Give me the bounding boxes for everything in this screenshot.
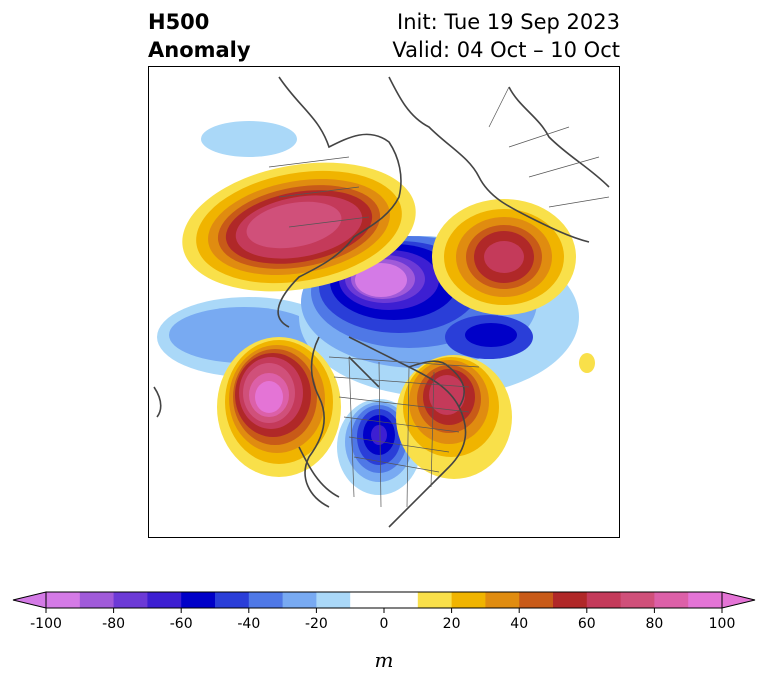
init-date-label: Init: Tue 19 Sep 2023 xyxy=(397,10,620,34)
colorbar-segment xyxy=(654,592,689,608)
colorbar-tick-label: -80 xyxy=(102,616,125,632)
anomaly-map xyxy=(148,66,620,538)
colorbar-segment xyxy=(417,592,453,608)
colorbar: -100 -80 -60 -40 -20 0 20 40 60 80 100 m xyxy=(12,591,756,672)
colorbar-tick-label: -60 xyxy=(170,616,193,632)
positive-anomaly-atlantic xyxy=(396,355,512,479)
negative-anomaly-north-america xyxy=(337,399,421,495)
colorbar-segment xyxy=(181,592,216,608)
colorbar-segment xyxy=(147,592,182,608)
positive-anomaly-pacific xyxy=(217,337,341,477)
title-anomaly: Anomaly xyxy=(148,38,251,62)
coastlines xyxy=(153,76,610,528)
colorbar-segment xyxy=(451,592,486,608)
colorbar-extend-high xyxy=(721,591,756,609)
colorbar-segments xyxy=(46,592,723,608)
colorbar-tick-label: -100 xyxy=(30,616,62,632)
colorbar-segment xyxy=(46,592,81,608)
colorbar-segment xyxy=(316,592,351,608)
negative-anomaly-top-left xyxy=(201,121,297,157)
colorbar-tick-label: -20 xyxy=(305,616,328,632)
colorbar-ticks: -100 -80 -60 -40 -20 0 20 40 60 80 100 xyxy=(30,608,735,632)
colorbar-segment xyxy=(620,592,655,608)
colorbar-segment xyxy=(350,592,385,608)
colorbar-segment xyxy=(215,592,250,608)
colorbar-segment xyxy=(248,592,284,608)
colorbar-segment xyxy=(282,592,317,608)
colorbar-tick-label: 60 xyxy=(578,616,596,632)
colorbar-unit-label: m xyxy=(375,648,394,672)
colorbar-segment xyxy=(688,592,723,608)
colorbar-tick-label: 20 xyxy=(443,616,461,632)
colorbar-tick-label: -40 xyxy=(237,616,260,632)
colorbar-tick-label: 0 xyxy=(380,616,389,632)
colorbar-extend-low xyxy=(12,591,47,609)
colorbar-tick-label: 100 xyxy=(709,616,736,632)
colorbar-segment xyxy=(79,592,115,608)
colorbar-tick-label: 80 xyxy=(645,616,663,632)
map-canvas xyxy=(153,76,610,528)
political-borders xyxy=(268,86,610,508)
colorbar-segment xyxy=(384,592,419,608)
colorbar-tick-label: 40 xyxy=(510,616,528,632)
colorbar-segment xyxy=(485,592,520,608)
positive-anomaly-eurasia xyxy=(182,162,416,292)
map-title-left: H500 Anomaly xyxy=(148,8,251,64)
colorbar-segment xyxy=(113,592,148,608)
colorbar-segment xyxy=(586,592,622,608)
map-title-right: Init: Tue 19 Sep 2023 Valid: 04 Oct – 10… xyxy=(392,8,620,64)
valid-date-label: Valid: 04 Oct – 10 Oct xyxy=(392,38,620,62)
colorbar-segment xyxy=(553,592,588,608)
colorbar-segment xyxy=(519,592,554,608)
positive-anomaly-east xyxy=(432,199,595,373)
title-variable: H500 xyxy=(148,10,210,34)
